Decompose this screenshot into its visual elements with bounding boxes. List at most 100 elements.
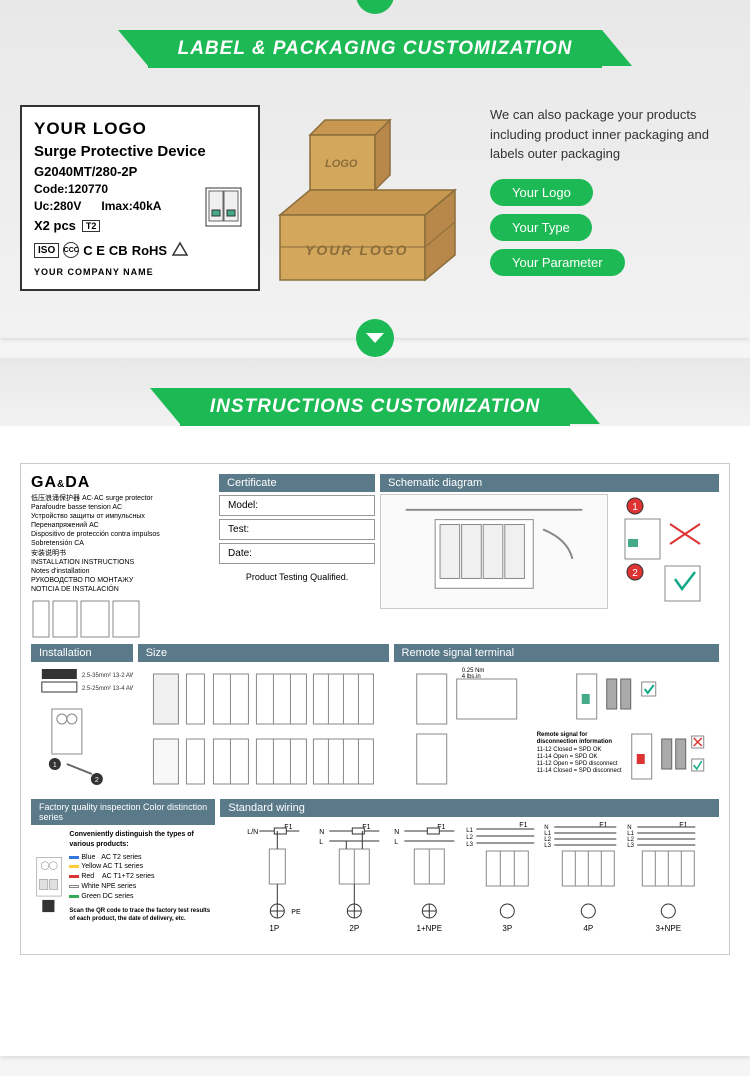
section-title: INSTRUCTIONS CUSTOMIZATION [210,396,540,417]
schematic-main [380,494,608,609]
color-line: Green DC series [69,892,212,902]
info-text: We can also package your products includ… [490,105,730,164]
header-band: INSTRUCTIONS CUSTOMIZATION [0,388,750,426]
cert-date: Date: [219,543,375,564]
qr-note: Scan the QR code to trace the factory te… [69,907,212,924]
ccc-icon: CCC [63,242,79,258]
remote-info-title: Remote signal for [536,732,587,738]
color-line: Yellow AC T1 series [69,862,212,872]
label-imax: Imax:40kA [101,199,161,213]
svg-text:L/N: L/N [248,829,259,836]
pill-parameter: Your Parameter [490,249,625,276]
svg-text:3+NPE: 3+NPE [656,924,682,933]
remote-panel: Remote signal terminal 0.25 Nm4 lbs.in R… [394,644,719,794]
cb-text: CB [109,243,128,258]
lang-line: Устройство защиты от импульсных [31,512,214,521]
label-t2: T2 [82,220,101,232]
svg-text:PE: PE [292,909,302,916]
banner: LABEL & PACKAGING CUSTOMIZATION [148,30,603,68]
svg-text:L2: L2 [467,835,474,841]
label-company: YOUR COMPANY NAME [34,267,246,277]
wiring-1npe: NLF1 1+NPE [395,824,455,933]
wiring-4p: NL1L2L3F1 4P [545,822,617,933]
svg-text:4P: 4P [584,924,594,933]
install-title: Installation [31,644,133,662]
pill-type: Your Type [490,214,592,241]
wiring-panel: Standard wiring L/NF1 PE 1P NLF1 [220,799,719,944]
color-line: Red AC T1+T2 series [69,872,212,882]
svg-text:F1: F1 [520,822,528,829]
arrow-down-icon [356,319,394,357]
svg-text:2: 2 [632,568,638,579]
mini-products [31,599,214,639]
lang-line: 低压浪涌保护器 AC·AC surge protector [31,494,214,503]
svg-text:4 lbs.in: 4 lbs.in [461,674,480,680]
lang-list: 低压浪涌保护器 AC·AC surge protector Parafoudre… [31,494,214,594]
lang-line: Sobretensión CA [31,539,214,548]
svg-text:1: 1 [53,762,57,769]
iso-icon: ISO [34,243,59,258]
header-band: LABEL & PACKAGING CUSTOMIZATION [0,30,750,68]
wiring-3p: L1L2L3 F1 3P [467,822,535,933]
brand-column: GA&DA 低压浪涌保护器 AC·AC surge protector Para… [31,474,214,639]
cert-test: Test: [219,519,375,540]
schematic-title: Schematic diagram [380,474,719,492]
factory-panel: Factory quality inspection Color distinc… [31,799,215,944]
svg-text:L: L [320,839,324,846]
size-title: Size [138,644,389,662]
lang-line: Parafoudre basse tension AC [31,503,214,512]
svg-text:N: N [320,829,325,836]
small-box: LOGO [310,120,390,190]
wiring-1p: L/NF1 PE 1P [248,824,302,933]
color-info: Conveniently distinguish the types of va… [69,830,212,940]
svg-text:2P: 2P [350,924,360,933]
schematic-side: 1 2 [611,494,719,609]
section-title: LABEL & PACKAGING CUSTOMIZATION [178,38,573,59]
color-line: Blue AC T2 series [69,853,212,863]
instr-brand: GA&DA [31,474,214,492]
boxes-illustration: LOGO YOUR LOGO [275,105,475,285]
size-panel: Size [138,644,389,794]
cert-model: Model: [219,495,375,516]
ce-text: C E [83,243,105,258]
banner: INSTRUCTIONS CUSTOMIZATION [180,388,570,426]
device-icon [201,183,246,228]
lang-line: 安装说明书 [31,549,214,558]
tuv-icon [171,241,189,259]
svg-text:L: L [395,839,399,846]
certificate-column: Certificate Model: Test: Date: Product T… [219,474,375,639]
installation-panel: Installation 2.5-35mm² 13-2 AWG 2.5-25mm… [31,644,133,794]
large-box-text: YOUR LOGO [305,242,409,258]
label-pieces: X2 pcs [34,218,76,233]
label-packaging-section: LABEL & PACKAGING CUSTOMIZATION YOUR LOG… [0,0,750,338]
color-line: White NPE series [69,882,212,892]
svg-text:2.5-25mm² 13-4 AWG: 2.5-25mm² 13-4 AWG [82,686,133,692]
svg-text:3P: 3P [503,924,513,933]
lang-line: Dispositivo de protección contra impulso… [31,530,214,539]
remote-title: Remote signal terminal [394,644,719,662]
lang-line: NOTICIA DE INSTALACIÓN [31,585,214,594]
wiring-2p: NLF1 2P [320,824,380,933]
cert-row: ISO CCC C E CB RoHS [34,241,246,259]
large-box: YOUR LOGO [280,190,455,280]
rohs-text: RoHS [132,243,167,258]
svg-text:N: N [395,829,400,836]
info-area: We can also package your products includ… [490,105,730,284]
lang-line: INSTALLATION INSTRUCTIONS [31,558,214,567]
svg-text:2: 2 [95,777,99,784]
svg-text:1: 1 [632,502,638,513]
pill-logo: Your Logo [490,179,593,206]
content-area: YOUR LOGO Surge Protective Device G2040M… [0,105,750,291]
svg-text:L3: L3 [545,843,552,849]
lang-line: РУКОВОДСТВО ПО МОНТАЖУ [31,576,214,585]
svg-text:1P: 1P [270,924,280,933]
cert-title: Certificate [219,474,375,492]
svg-text:L1: L1 [467,828,474,834]
cert-footer: Product Testing Qualified. [219,572,375,582]
svg-text:disconnection information: disconnection information [536,739,612,745]
svg-text:1+NPE: 1+NPE [417,924,443,933]
wiring-3npe: NL1L2L3F1 3+NPE [628,822,696,933]
small-box-text: LOGO [325,158,358,170]
instructions-section: INSTRUCTIONS CUSTOMIZATION GA&DA 低压浪涌保护器… [0,358,750,1056]
svg-text:L3: L3 [467,842,474,848]
